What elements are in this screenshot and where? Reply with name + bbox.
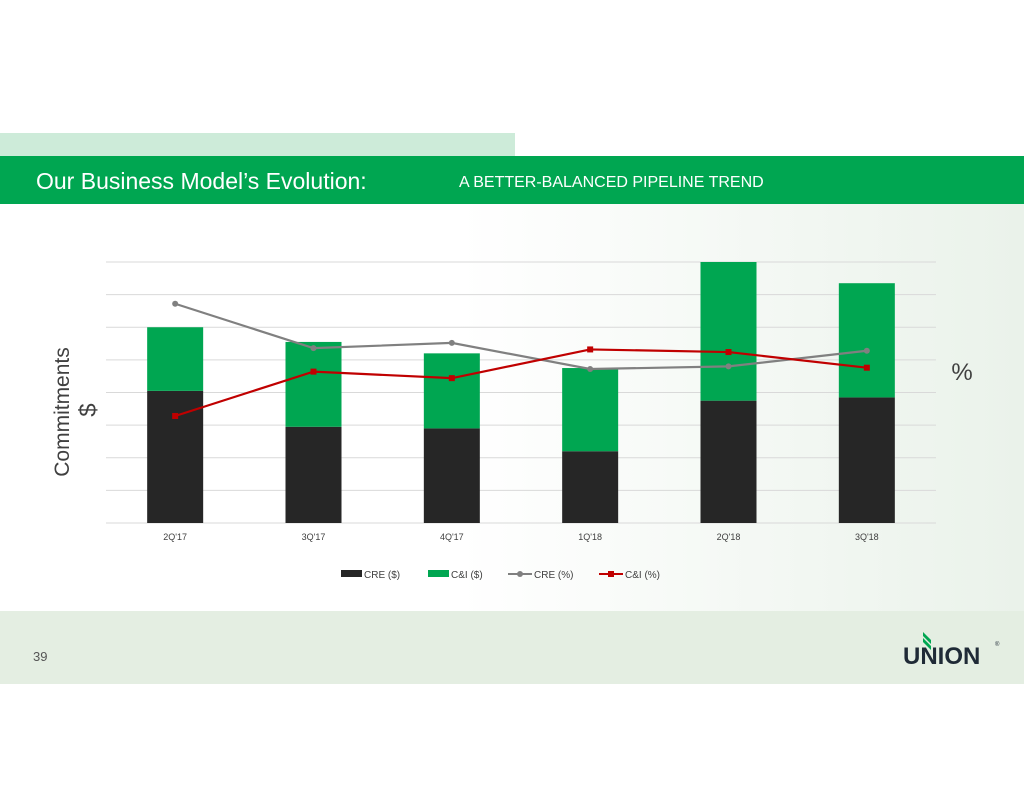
- logo-registered-mark: ®: [995, 641, 1000, 648]
- chart-bars: [147, 262, 895, 523]
- bar-cre: [700, 400, 757, 523]
- bar-cni: [700, 262, 757, 401]
- logo-chevron-icon: [923, 632, 931, 650]
- x-tick-label: 4Q'17: [440, 532, 464, 542]
- bar-cre: [423, 428, 480, 523]
- bar-cni: [285, 341, 342, 427]
- legend-label: C&I (%): [625, 570, 660, 581]
- chart-lines: [172, 300, 870, 419]
- logo-text: UNION: [903, 643, 980, 670]
- page-number: 39: [33, 649, 48, 664]
- legend-label: C&I ($): [451, 570, 483, 581]
- bar-cni: [838, 283, 895, 398]
- line-series: [174, 348, 867, 418]
- y-axis-currency-symbol: $: [75, 403, 102, 416]
- line-point: [448, 339, 455, 346]
- line-point: [172, 412, 179, 419]
- legend-label: CRE ($): [364, 570, 400, 581]
- line-point: [725, 363, 732, 370]
- legend-swatch: [341, 570, 362, 577]
- line-point: [587, 366, 594, 373]
- bar-cre: [838, 397, 895, 523]
- bar-cre: [562, 451, 619, 523]
- line-point: [587, 346, 594, 353]
- union-logo: UNION ®: [903, 632, 1000, 670]
- title-bar: [0, 156, 1024, 204]
- x-tick-label: 2Q'18: [717, 532, 741, 542]
- x-tick-label: 1Q'18: [578, 532, 602, 542]
- x-tick-label: 3Q'18: [855, 532, 879, 542]
- x-tick-label: 3Q'17: [302, 532, 326, 542]
- footer: [0, 611, 1024, 684]
- line-point: [863, 364, 870, 371]
- legend-marker: [608, 571, 614, 577]
- x-tick-label: 2Q'17: [163, 532, 187, 542]
- bar-cni: [147, 327, 204, 391]
- line-point: [448, 375, 455, 382]
- chart-legend: CRE ($) C&I ($) CRE (%) C&I (%): [341, 570, 660, 581]
- line-point: [172, 300, 179, 307]
- bar-cre: [285, 426, 342, 523]
- line-series: [174, 302, 867, 371]
- legend-marker: [517, 571, 523, 577]
- line-point: [863, 347, 870, 354]
- y-axis-label: Commitments: [51, 347, 74, 477]
- bar-cre: [147, 390, 204, 523]
- legend-swatch: [428, 570, 449, 577]
- bar-cni: [423, 353, 480, 429]
- bar-cni: [562, 368, 619, 452]
- chart-gridlines: [106, 261, 936, 524]
- y2-axis-label: %: [951, 359, 972, 386]
- line-point: [310, 368, 317, 375]
- line-point: [310, 345, 317, 352]
- header-tab-accent: [0, 133, 515, 156]
- page-title: Our Business Model’s Evolution:: [36, 168, 367, 194]
- line-point: [725, 349, 732, 356]
- page-subtitle: A BETTER-BALANCED PIPELINE TREND: [459, 174, 764, 191]
- legend-label: CRE (%): [534, 570, 573, 581]
- chart-x-tick-labels: 2Q'17 3Q'17 4Q'17 1Q'18 2Q'18 3Q'18: [163, 532, 878, 542]
